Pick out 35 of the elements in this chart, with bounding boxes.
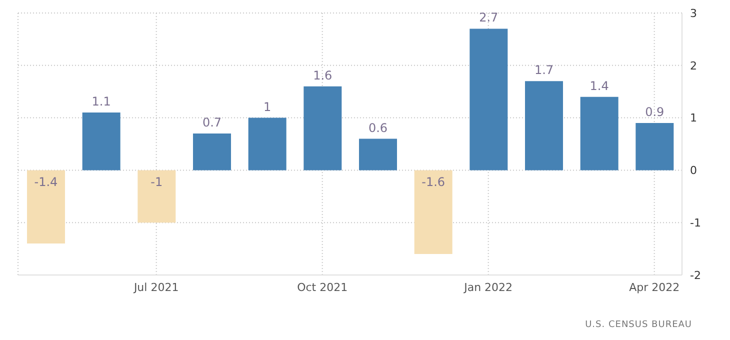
- bar: [138, 170, 176, 223]
- y-tick-label: -2: [690, 268, 701, 282]
- bar: [414, 170, 452, 254]
- bar: [304, 86, 342, 170]
- data-label: 0.7: [202, 116, 222, 130]
- x-tick-label: Oct 2021: [297, 280, 348, 294]
- x-tick-label: Apr 2022: [629, 280, 680, 294]
- data-label: 0.6: [368, 120, 388, 135]
- bar: [525, 81, 563, 170]
- data-label: -1: [150, 175, 163, 190]
- bar: [82, 112, 120, 170]
- y-tick-label: 1: [690, 112, 697, 125]
- bar: [27, 170, 65, 244]
- data-label: 1: [264, 100, 272, 114]
- y-tick-label: -1: [690, 216, 701, 230]
- y-tick-label: 2: [690, 59, 697, 72]
- bar: [248, 118, 286, 170]
- bar: [359, 138, 397, 170]
- data-label: 0.9: [645, 105, 664, 120]
- data-label: -1.4: [34, 175, 58, 190]
- y-tick-label: 3: [690, 6, 697, 20]
- data-label: 1.4: [590, 78, 609, 93]
- x-tick-label: Jan 2022: [463, 280, 513, 294]
- bar: [580, 96, 618, 170]
- data-label: 1.7: [534, 63, 554, 78]
- data-label: 2.7: [479, 10, 498, 25]
- text: U.S. CENSUS BUREAU: [585, 320, 692, 330]
- data-label: 1.1: [92, 94, 111, 109]
- data-label: 1.6: [313, 68, 332, 82]
- x-tick-label: Jul 2021: [132, 280, 179, 294]
- bar: [193, 134, 231, 170]
- data-label: -1.6: [422, 175, 446, 190]
- y-tick-label: 0: [690, 164, 697, 178]
- bar: [636, 123, 674, 170]
- bar: [470, 28, 508, 170]
